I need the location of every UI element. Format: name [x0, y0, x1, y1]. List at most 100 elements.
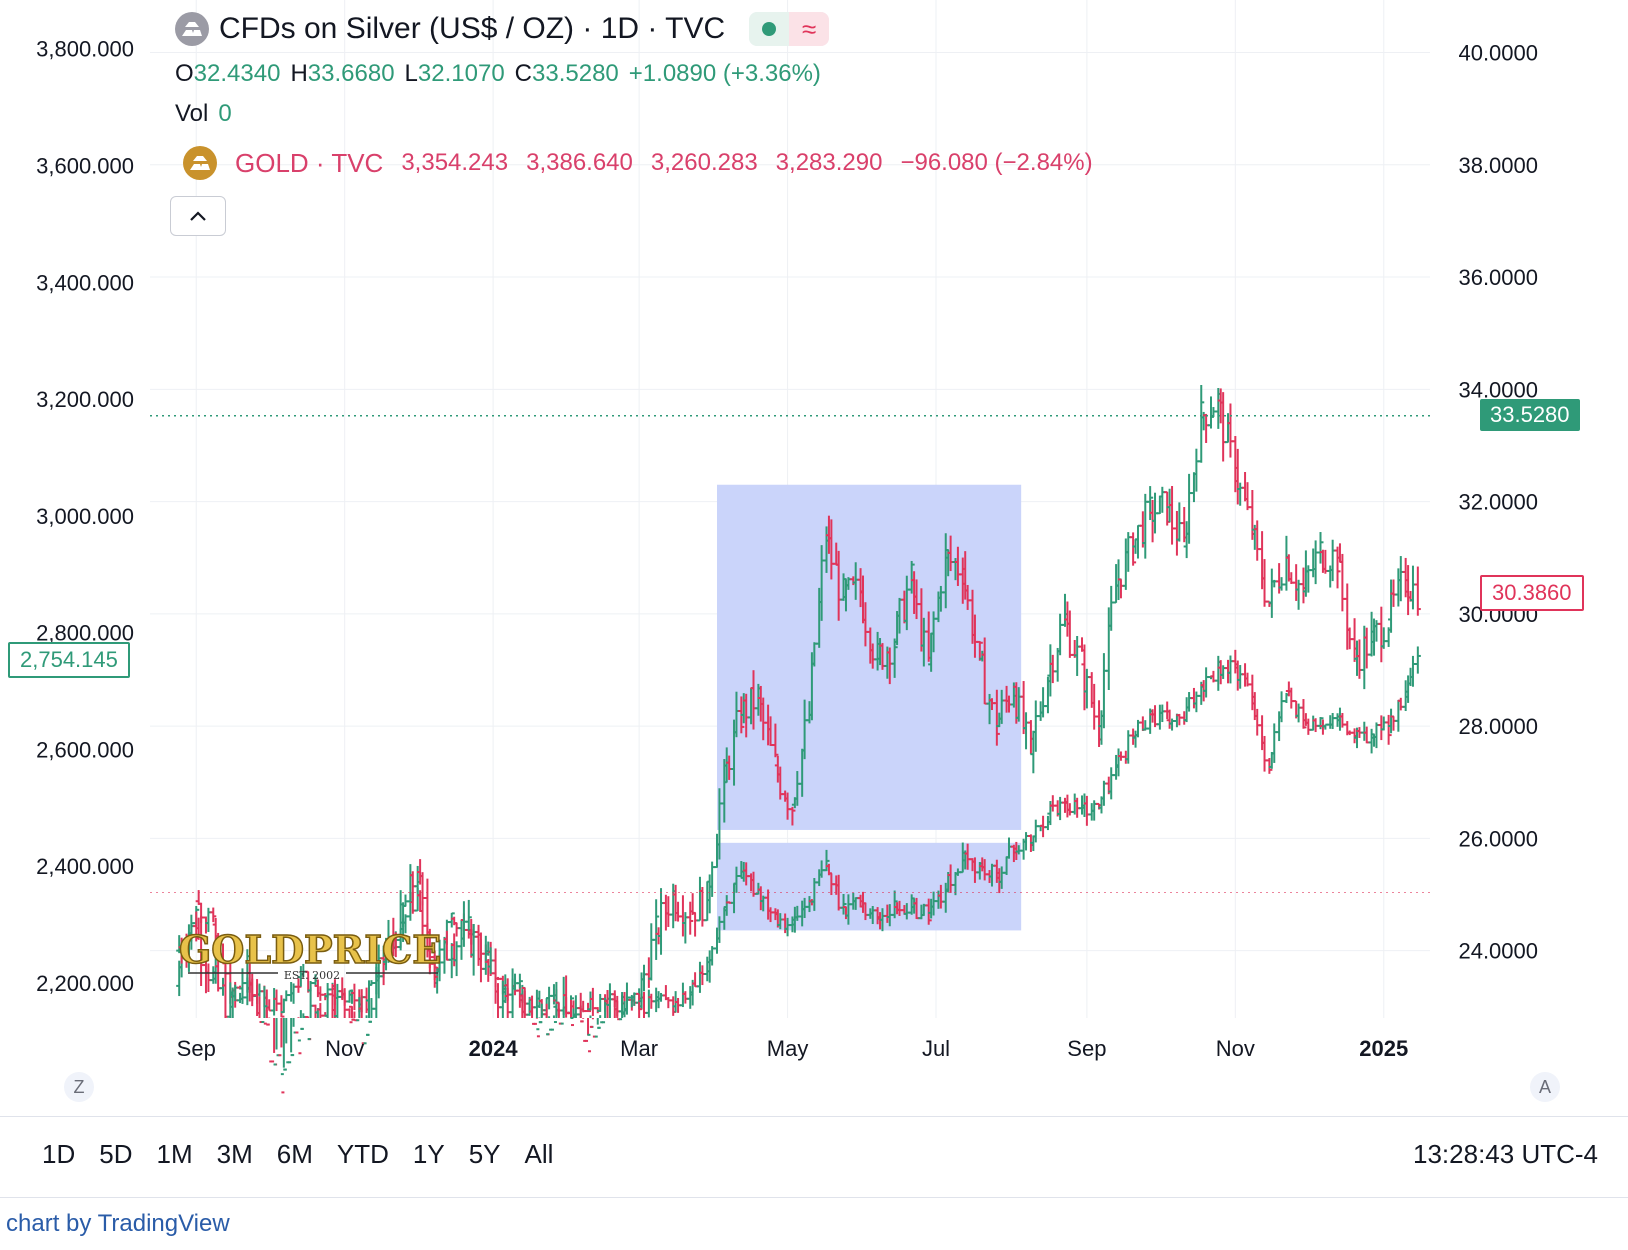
silver-prev-close-tag: 30.3860 [1480, 575, 1584, 612]
x-axis-tick-label: Jul [922, 1036, 950, 1061]
range-button-3m[interactable]: 3M [216, 1139, 253, 1169]
x-axis-tick-label: 2024 [469, 1036, 519, 1061]
gold-last-price-tag: 2,754.145 [8, 642, 130, 679]
silver-bar [363, 1015, 370, 1045]
gold-bar [1385, 714, 1392, 745]
silver-bar [976, 640, 983, 661]
range-button-1y[interactable]: 1Y [412, 1139, 445, 1169]
silver-bar [536, 1017, 543, 1031]
gold-low-value: 3,260.283 [650, 149, 758, 176]
silver-bar [653, 899, 660, 960]
goldprice-watermark: GOLDPRICE EST. 2002 [178, 926, 442, 982]
gold-open-value: 3,354.243 [401, 149, 509, 176]
silver-bar [482, 935, 489, 975]
gold-close-value: 3,283.290 [775, 149, 883, 176]
watermark-text: GOLDPRICE [179, 927, 441, 972]
silver-symbol-title: CFDs on Silver (US$ / OZ) · 1D · TVC [219, 12, 726, 45]
silver-bar [1198, 385, 1205, 463]
silver-title-row[interactable]: CFDs on Silver (US$ / OZ) · 1D · TVC ≈ [175, 12, 830, 46]
x-axis-tick-label: 2025 [1359, 1036, 1408, 1061]
x-axis-tick-label: Nov [1216, 1036, 1255, 1061]
range-button-1m[interactable]: 1M [156, 1139, 193, 1169]
volume-label: Vol [175, 100, 209, 127]
silver-bar [1147, 486, 1154, 521]
silver-bar [1339, 553, 1346, 612]
range-button-ytd[interactable]: YTD [336, 1139, 389, 1169]
left-axis-tick-label: 2,800.000 [36, 621, 134, 646]
left-axis-tick-label: 3,800.000 [36, 37, 134, 62]
silver-bar [546, 1016, 553, 1036]
silver-bar [307, 987, 314, 1041]
silver-bar [465, 899, 472, 931]
left-axis-tick-label: 2,600.000 [36, 737, 134, 762]
silver-bar [908, 560, 915, 594]
gold-bar [823, 849, 830, 872]
silver-bar [772, 723, 779, 758]
silver-bar [789, 806, 796, 826]
clock: 13:28:43 UTC-4 [1413, 1139, 1598, 1169]
silver-bar [533, 1018, 540, 1038]
silver-bar [1414, 566, 1421, 616]
chart-canvas[interactable]: 40.000038.000036.000034.000032.000030.00… [0, 0, 1628, 1116]
volume-row: Vol 0 [175, 100, 242, 128]
silver-bar [431, 955, 438, 988]
right-axis-tick-label: 28.0000 [1458, 714, 1538, 739]
silver-bar [1220, 392, 1227, 462]
tradingview-attribution-link[interactable]: chart by TradingView [6, 1210, 230, 1237]
high-value: 33.6680 [307, 60, 395, 87]
silver-bar [993, 689, 1000, 746]
silver-bar [687, 901, 694, 935]
gold-bar [278, 995, 285, 1018]
silver-bar [580, 1018, 587, 1042]
range-button-5y[interactable]: 5Y [468, 1139, 501, 1169]
range-toolbar: 1D 5D 1M 3M 6M YTD 1Y 5Y All 13:28:43 UTC-4 [0, 1116, 1628, 1198]
price-bars [176, 385, 1421, 1094]
market-status-pill[interactable]: ≈ [749, 12, 830, 46]
gold-bar [1266, 757, 1273, 774]
silver-bar [585, 1018, 592, 1053]
collapse-legend-button[interactable] [170, 196, 226, 236]
gold-bar-icon [183, 146, 217, 180]
silver-bar [346, 1008, 353, 1024]
right-axis-tick-label: 40.0000 [1458, 41, 1538, 66]
silver-last-price-tag: 33.5280 [1480, 398, 1580, 431]
silver-bar [1130, 532, 1137, 566]
volume-value: 0 [218, 100, 232, 127]
silver-bar [261, 986, 268, 1024]
low-label: L [404, 60, 418, 87]
silver-bar [1409, 565, 1416, 610]
gold-high-value: 3,386.640 [526, 149, 633, 176]
range-button-all[interactable]: All [524, 1139, 554, 1169]
gold-bar [1414, 646, 1421, 674]
silver-bar [589, 1018, 596, 1038]
close-value: 33.5280 [532, 60, 619, 87]
silver-ohlc-row: O 32.4340 H 33.6680 L 32.1070 C 33.5280 … [175, 60, 831, 88]
range-buttons: 1D 5D 1M 3M 6M YTD 1Y 5Y All [30, 1133, 565, 1176]
gold-bar [448, 912, 455, 928]
right-axis-tick-label: 36.0000 [1458, 265, 1538, 290]
gold-bar [1278, 691, 1285, 723]
x-axis-tick-label: Nov [325, 1036, 364, 1061]
silver-bar [295, 1017, 302, 1055]
gold-bar [908, 894, 915, 915]
open-label: O [175, 60, 194, 87]
silver-bar [266, 1017, 273, 1063]
right-axis-tick-label: 32.0000 [1458, 490, 1538, 515]
gold-legend-row[interactable]: GOLD · TVC 3,354.243 3,386.640 3,260.283… [175, 146, 1093, 180]
silver-bar [636, 992, 643, 1018]
x-axis-tick-label: Sep [1067, 1036, 1106, 1061]
right-axis-tick-label: 34.0000 [1458, 377, 1538, 402]
range-button-5d[interactable]: 5D [99, 1139, 133, 1169]
zoom-reset-button[interactable]: Z [64, 1072, 94, 1102]
left-axis-tick-label: 3,600.000 [36, 153, 134, 178]
close-label: C [514, 60, 533, 87]
x-axis-tick-label: May [767, 1036, 809, 1061]
silver-bar-icon [175, 12, 209, 46]
range-button-1d[interactable]: 1D [42, 1139, 76, 1169]
silver-bar [244, 949, 251, 993]
silver-bar [1334, 546, 1341, 589]
auto-scale-button[interactable]: A [1530, 1072, 1560, 1102]
range-button-6m[interactable]: 6M [276, 1139, 313, 1169]
silver-bar [516, 973, 523, 989]
left-axis-tick-label: 3,200.000 [36, 387, 134, 412]
